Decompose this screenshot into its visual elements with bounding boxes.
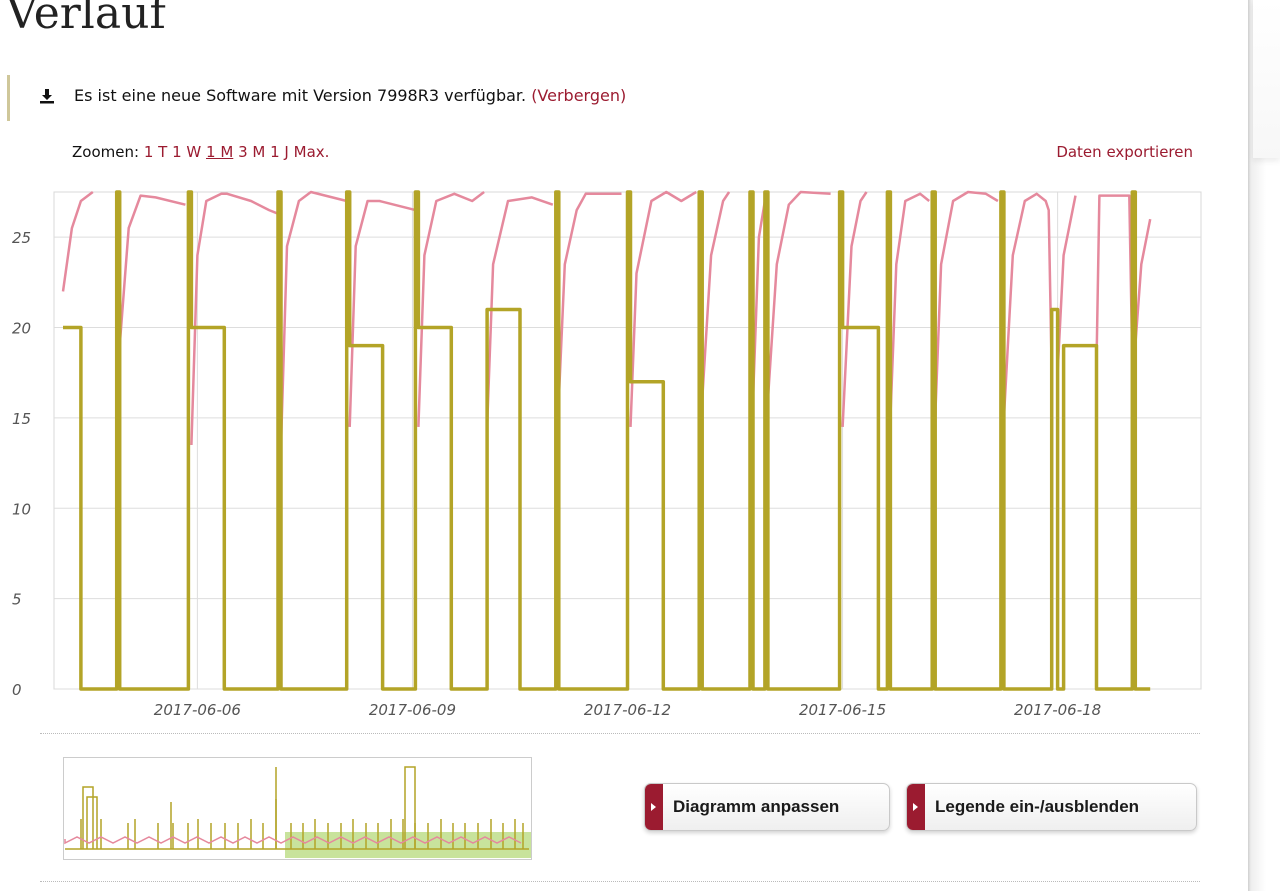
window-right-panel [1253, 0, 1280, 158]
arrow-right-icon [913, 803, 918, 811]
navigator-chart[interactable] [63, 757, 535, 863]
page-title: Verlauf [6, 0, 166, 39]
button-accent-tab [907, 784, 925, 830]
chart-divider [40, 733, 1200, 734]
x-tick-label: 2017-06-18 [1014, 701, 1101, 719]
y-tick-label: 15 [12, 410, 31, 428]
navigator-series [64, 766, 529, 850]
arrow-right-icon [651, 803, 656, 811]
x-tick-label: 2017-06-06 [154, 701, 241, 719]
zoom-controls: Zoomen: 1 T 1 W 1 M 3 M 1 J Max. [72, 143, 329, 161]
series-line-pink [61, 190, 1152, 446]
button-accent-tab [645, 784, 663, 830]
zoom-label: Zoomen: [72, 143, 140, 161]
zoom-option-1-week[interactable]: 1 W [172, 143, 202, 161]
history-chart[interactable]: 0 5 10 15 20 25 2017-06-06 2017-06-09 2017-06-12… [0, 180, 1215, 725]
zoom-option-1-year[interactable]: 1 J [270, 143, 289, 161]
navigator-olive-spikes [80, 799, 524, 849]
toggle-legend-button-label: Legende ein-/ausblenden [935, 797, 1140, 816]
zoom-option-1-day[interactable]: 1 T [143, 143, 168, 161]
zoom-option-1-month[interactable]: 1 M [206, 143, 234, 161]
y-tick-label: 10 [12, 500, 31, 518]
export-data-link[interactable]: Daten exportieren [1056, 143, 1193, 161]
y-tick-label: 5 [12, 591, 22, 609]
adjust-chart-button[interactable]: Diagramm anpassen [644, 783, 890, 831]
y-tick-label: 20 [12, 320, 31, 338]
adjust-chart-button-label: Diagramm anpassen [673, 797, 840, 816]
notice-accent-bar [7, 75, 10, 121]
software-update-notice: Es ist eine neue Software mit Version 79… [74, 86, 626, 105]
download-icon [40, 89, 54, 104]
y-tick-label: 25 [12, 229, 31, 247]
bottom-divider [40, 881, 1200, 882]
zoom-option-3-months[interactable]: 3 M [238, 143, 266, 161]
x-tick-label: 2017-06-09 [369, 701, 456, 719]
y-tick-label: 0 [12, 681, 22, 699]
zoom-option-max[interactable]: Max. [293, 143, 330, 161]
navigator-olive-highs [82, 766, 416, 849]
x-tick-label: 2017-06-15 [799, 701, 886, 719]
toggle-legend-button[interactable]: Legende ein-/ausblenden [906, 783, 1197, 831]
x-tick-label: 2017-06-12 [584, 701, 671, 719]
navigator-pink-line [64, 836, 522, 845]
hide-notice-link[interactable]: (Verbergen) [531, 86, 627, 105]
navigator-selected-range[interactable] [285, 832, 531, 858]
series-line-olive [63, 190, 1151, 691]
notice-message: Es ist eine neue Software mit Version 79… [74, 86, 527, 105]
